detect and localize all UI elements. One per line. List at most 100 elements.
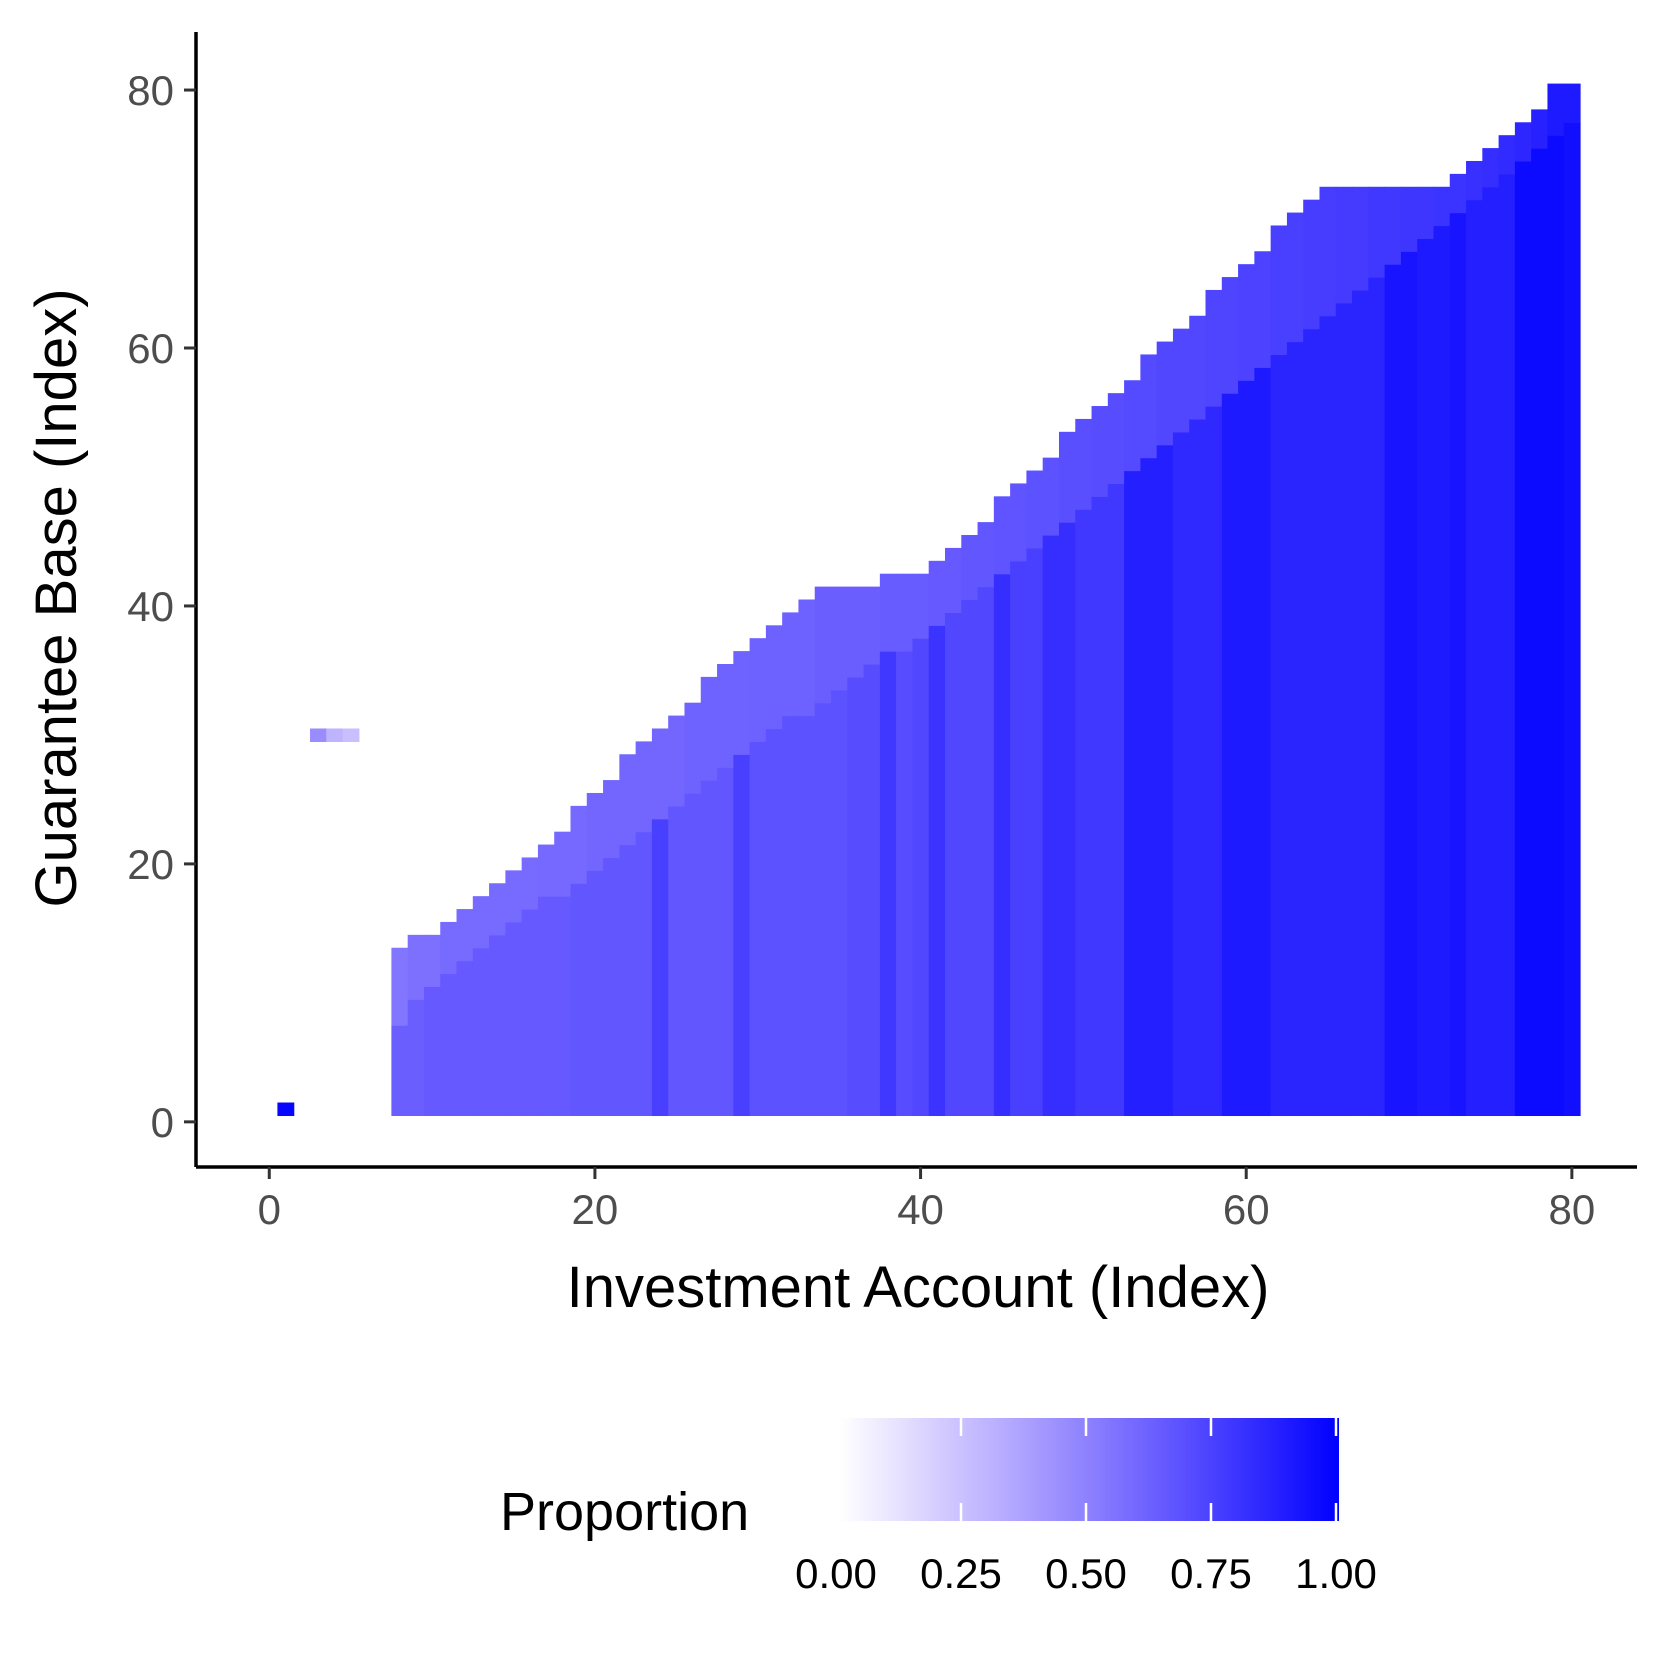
y-tick-label: 60 xyxy=(127,325,174,372)
heatmap-cell xyxy=(700,780,718,1117)
heatmap-cell xyxy=(1107,393,1125,485)
heatmap-cell xyxy=(863,663,881,1117)
heatmap-cell xyxy=(537,896,555,1117)
legend-tick-label: 0.00 xyxy=(795,1550,877,1597)
color-legend: 0.00 0.25 0.50 0.75 1.00 xyxy=(795,1418,1377,1597)
heatmap-cell xyxy=(717,767,734,1117)
legend-title: Proportion xyxy=(500,1482,749,1542)
heatmap-cell xyxy=(570,883,588,1117)
heatmap-cell xyxy=(1433,225,1451,1117)
heatmap-cell xyxy=(814,586,832,704)
heatmap-cell xyxy=(521,909,539,1117)
heatmap-cell xyxy=(1058,431,1076,523)
heatmap-cell xyxy=(798,599,816,717)
heatmap-cell xyxy=(423,986,441,1117)
heatmap-cell xyxy=(961,535,979,601)
heatmap-cell xyxy=(1270,354,1288,1117)
heatmap-cell xyxy=(782,612,800,717)
heatmap-cell xyxy=(765,728,783,1117)
heatmap-cells xyxy=(277,83,1581,1117)
heatmap-cell xyxy=(554,896,572,1117)
heatmap-cell xyxy=(1286,341,1304,1117)
heatmap-cell xyxy=(342,728,360,742)
x-axis-title: Investment Account (Index) xyxy=(567,1255,1270,1320)
heatmap-cell xyxy=(1303,328,1321,1117)
heatmap-cell xyxy=(749,741,767,1117)
heatmap-cell xyxy=(1400,251,1418,1117)
heatmap-cell xyxy=(1026,547,1044,1117)
heatmap-cell xyxy=(977,522,995,588)
heatmap-cell xyxy=(1172,328,1190,433)
heatmap-cell xyxy=(423,934,441,988)
heatmap-cell xyxy=(391,947,409,1026)
heatmap-cell xyxy=(651,728,669,820)
heatmap-cell xyxy=(1091,406,1109,497)
heatmap-cell xyxy=(749,638,767,742)
heatmap-cell xyxy=(1531,109,1549,149)
heatmap-cell xyxy=(944,547,962,613)
heatmap-cell xyxy=(912,638,930,1117)
heatmap-cell xyxy=(1547,83,1565,136)
x-tick-label: 60 xyxy=(1223,1186,1270,1233)
heatmap-cell xyxy=(537,844,555,897)
heatmap-cell xyxy=(1482,148,1500,188)
heatmap-cell xyxy=(1547,135,1565,1117)
heatmap-cell xyxy=(619,754,637,846)
heatmap-cell xyxy=(619,844,637,1117)
y-tick-label: 40 xyxy=(127,583,174,630)
heatmap-cell xyxy=(1189,315,1207,420)
heatmap-cell xyxy=(961,599,979,1117)
heatmap-cell xyxy=(668,715,686,807)
y-tick-label: 80 xyxy=(127,67,174,114)
heatmap-cell xyxy=(1514,122,1532,162)
legend-tick-label: 0.50 xyxy=(1045,1550,1127,1597)
heatmap-cell xyxy=(586,792,604,871)
heatmap-cell xyxy=(456,960,474,1117)
y-tick-label: 20 xyxy=(127,841,174,888)
heatmap-cell xyxy=(1335,186,1353,304)
heatmap-cell xyxy=(896,651,914,1117)
heatmap-cell xyxy=(1514,160,1532,1117)
heatmap-cell xyxy=(1189,418,1207,1117)
heatmap-cell xyxy=(1270,225,1288,356)
heatmap-cell xyxy=(928,560,946,626)
heatmap-cell xyxy=(277,1102,295,1117)
heatmap-cell xyxy=(1417,238,1435,1117)
y-axis-title: Guarantee Base (Index) xyxy=(24,288,89,907)
heatmap-cell xyxy=(570,805,588,884)
heatmap-cell xyxy=(1107,483,1125,1117)
heatmap-cell xyxy=(896,573,914,652)
heatmap-cell xyxy=(733,651,751,755)
heatmap-cell xyxy=(1205,406,1223,1117)
heatmap-cell xyxy=(1466,160,1483,201)
heatmap-cell xyxy=(798,715,816,1117)
heatmap-cell xyxy=(326,728,344,742)
heatmap-cell xyxy=(1417,186,1435,239)
legend-tick-label: 0.25 xyxy=(920,1550,1002,1597)
heatmap-cell xyxy=(1156,341,1174,446)
heatmap-cell xyxy=(1205,289,1223,407)
heatmap-cell xyxy=(717,663,734,768)
heatmap-cell xyxy=(668,805,686,1117)
heatmap-cell xyxy=(847,586,865,678)
heatmap-cell xyxy=(1368,277,1386,1117)
heatmap-cell xyxy=(1238,264,1255,381)
heatmap-cell xyxy=(1238,380,1255,1117)
heatmap-cell xyxy=(1303,199,1321,330)
x-tick-label: 20 xyxy=(572,1186,619,1233)
heatmap-cell xyxy=(1124,470,1141,1117)
heatmap-cell xyxy=(391,1025,409,1117)
heatmap-cell xyxy=(1352,289,1369,1116)
heatmap-cell xyxy=(554,831,572,897)
heatmap-cell xyxy=(782,715,800,1117)
heatmap-cell xyxy=(1010,560,1027,1117)
heatmap-cell xyxy=(1042,535,1060,1117)
heatmap-cell xyxy=(1254,251,1272,368)
heatmap-cell xyxy=(489,934,506,1117)
heatmap-cell xyxy=(456,909,474,962)
heatmap-cell xyxy=(1140,354,1158,459)
heatmap-cell xyxy=(505,870,523,923)
heatmap-cell xyxy=(1368,186,1386,278)
heatmap-cell xyxy=(879,573,897,652)
heatmap-cell xyxy=(1026,470,1044,549)
